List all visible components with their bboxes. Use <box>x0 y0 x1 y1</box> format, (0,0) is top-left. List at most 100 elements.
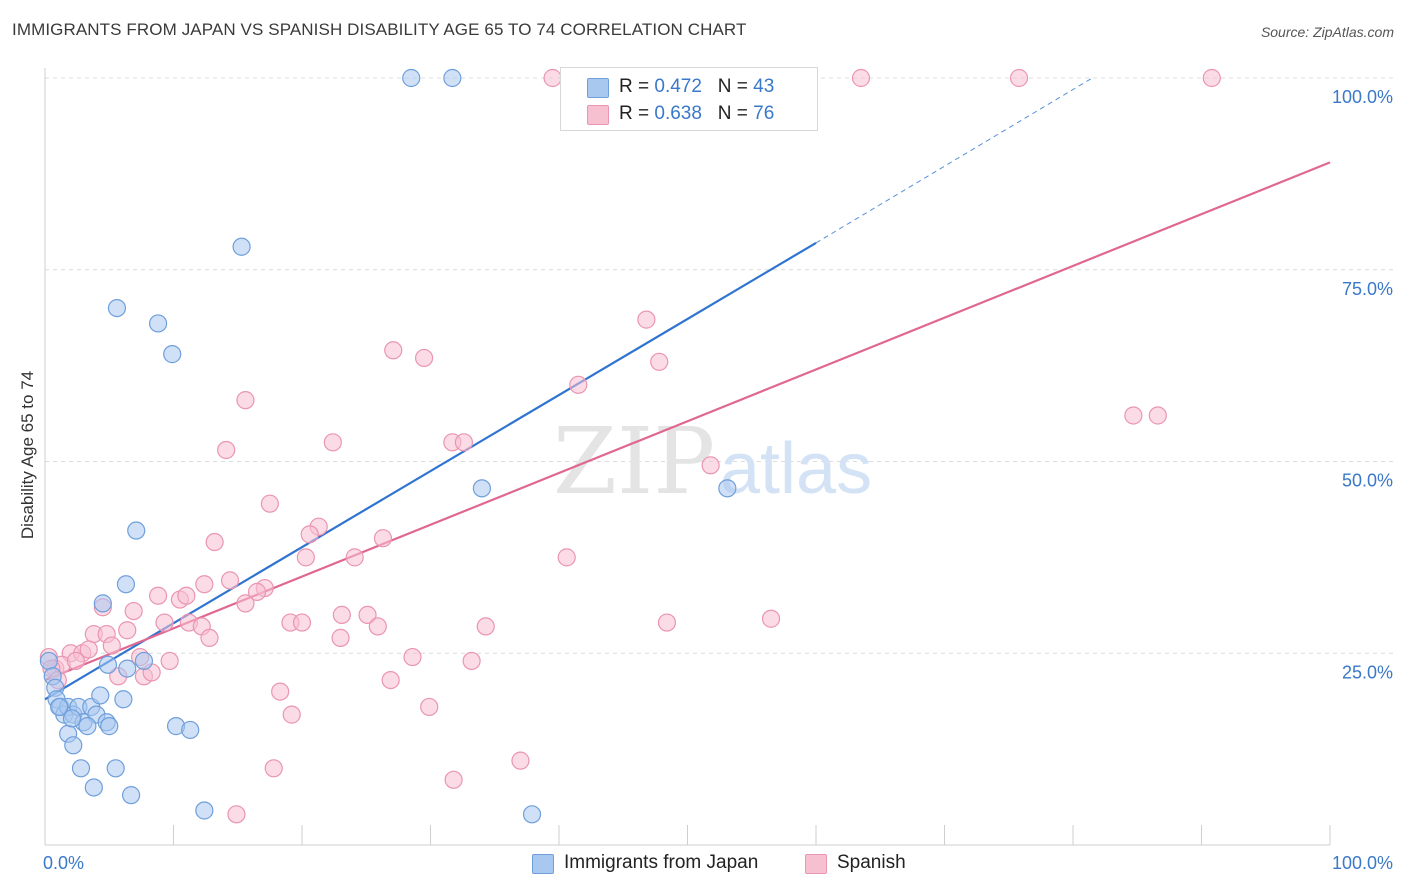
point-spanish <box>637 310 656 329</box>
point-japan <box>195 801 214 820</box>
point-japan <box>78 717 97 736</box>
point-spanish <box>217 440 236 460</box>
point-japan <box>100 717 119 736</box>
point-spanish <box>205 532 224 552</box>
point-spanish <box>331 628 350 648</box>
point-spanish <box>1202 68 1221 88</box>
point-spanish <box>851 68 871 88</box>
point-spanish <box>454 433 474 452</box>
point-spanish <box>236 594 255 613</box>
point-spanish <box>264 759 283 778</box>
point-japan <box>93 594 112 613</box>
point-spanish <box>220 571 240 590</box>
point-spanish <box>761 609 781 628</box>
point-spanish <box>200 628 219 648</box>
point-japan <box>71 759 91 778</box>
point-japan <box>134 651 154 671</box>
point-japan <box>127 521 146 540</box>
point-spanish <box>227 805 246 824</box>
point-japan <box>106 759 125 778</box>
point-spanish <box>569 375 588 394</box>
point-spanish <box>650 352 669 371</box>
y-tick-label: 50.0% <box>1342 471 1393 491</box>
japan-swatch <box>587 78 609 98</box>
japan-r-label: R = <box>619 76 655 97</box>
grid-layer <box>45 77 1395 654</box>
bottom-spanish-swatch <box>805 854 827 874</box>
point-spanish <box>420 697 439 717</box>
point-spanish <box>368 617 387 636</box>
point-spanish <box>247 582 267 601</box>
point-spanish <box>118 621 137 640</box>
point-japan <box>39 651 58 671</box>
point-spanish <box>1148 406 1167 425</box>
point-japan <box>62 709 82 728</box>
points-layer <box>39 68 1221 824</box>
point-spanish <box>511 751 530 770</box>
y-tick-label: 100.0% <box>1332 87 1393 107</box>
point-spanish <box>701 456 720 475</box>
watermark-atlas: atlas <box>720 429 872 509</box>
point-japan <box>64 736 83 755</box>
japan-r-value: 0.472 <box>654 76 702 97</box>
point-japan <box>84 778 103 797</box>
point-spanish <box>543 68 562 88</box>
point-japan <box>522 805 542 824</box>
spanish-r-value: 0.638 <box>654 103 702 124</box>
watermark-zip: ZIP <box>553 408 715 515</box>
correlation-legend: R = 0.472 N = 43 R = 0.638 N = 76 <box>560 67 818 131</box>
point-spanish <box>260 494 279 513</box>
point-spanish <box>373 529 393 548</box>
japan-n-value: 43 <box>753 76 775 97</box>
point-spanish <box>195 575 214 594</box>
point-spanish <box>345 548 364 567</box>
point-japan <box>443 68 462 88</box>
point-spanish <box>292 613 312 632</box>
point-spanish <box>124 601 143 621</box>
point-spanish <box>282 705 301 724</box>
point-spanish <box>557 548 576 567</box>
source-note: Source: ZipAtlas.com <box>1260 24 1394 40</box>
point-japan <box>116 575 136 594</box>
point-japan <box>118 659 137 678</box>
point-spanish <box>476 617 495 636</box>
x-tick-label: 0.0% <box>43 853 84 873</box>
point-spanish <box>332 605 351 625</box>
x-tick-label: 100.0% <box>1332 853 1393 873</box>
point-spanish <box>300 525 319 544</box>
y-tick-label: 75.0% <box>1342 279 1393 299</box>
legend-spanish-text: R = 0.638 N = 76 <box>619 103 774 125</box>
point-spanish <box>384 341 403 360</box>
point-japan <box>98 655 118 674</box>
bottom-spanish-label: Spanish <box>837 852 906 873</box>
point-spanish <box>271 682 290 701</box>
point-japan <box>50 697 69 717</box>
bottom-japan-swatch <box>532 854 554 874</box>
point-spanish <box>160 651 179 671</box>
point-spanish <box>296 548 315 567</box>
point-spanish <box>444 770 463 789</box>
point-japan <box>148 314 168 333</box>
chart-title: IMMIGRANTS FROM JAPAN VS SPANISH DISABIL… <box>12 20 747 39</box>
point-spanish <box>657 613 677 632</box>
point-japan <box>718 479 737 498</box>
point-spanish <box>358 605 377 625</box>
point-spanish <box>414 348 434 368</box>
point-spanish <box>323 433 342 452</box>
point-spanish <box>236 391 255 410</box>
spanish-swatch <box>587 105 609 125</box>
point-spanish <box>1009 68 1029 88</box>
point-spanish <box>148 586 168 605</box>
axes-layer <box>44 68 1331 846</box>
point-japan <box>472 479 491 498</box>
point-spanish <box>381 670 400 690</box>
point-spanish <box>79 640 98 659</box>
point-japan <box>114 690 133 709</box>
point-spanish <box>66 651 85 671</box>
point-japan <box>402 68 421 88</box>
axis-labels-layer: 25.0% 50.0% 75.0% 100.0% 0.0% 100.0% Disabilit… <box>18 87 1393 873</box>
point-spanish <box>1124 406 1143 425</box>
y-axis-title: Disability Age 65 to 74 <box>18 371 37 539</box>
bottom-japan-label: Immigrants from Japan <box>564 852 759 873</box>
point-spanish <box>102 636 121 655</box>
